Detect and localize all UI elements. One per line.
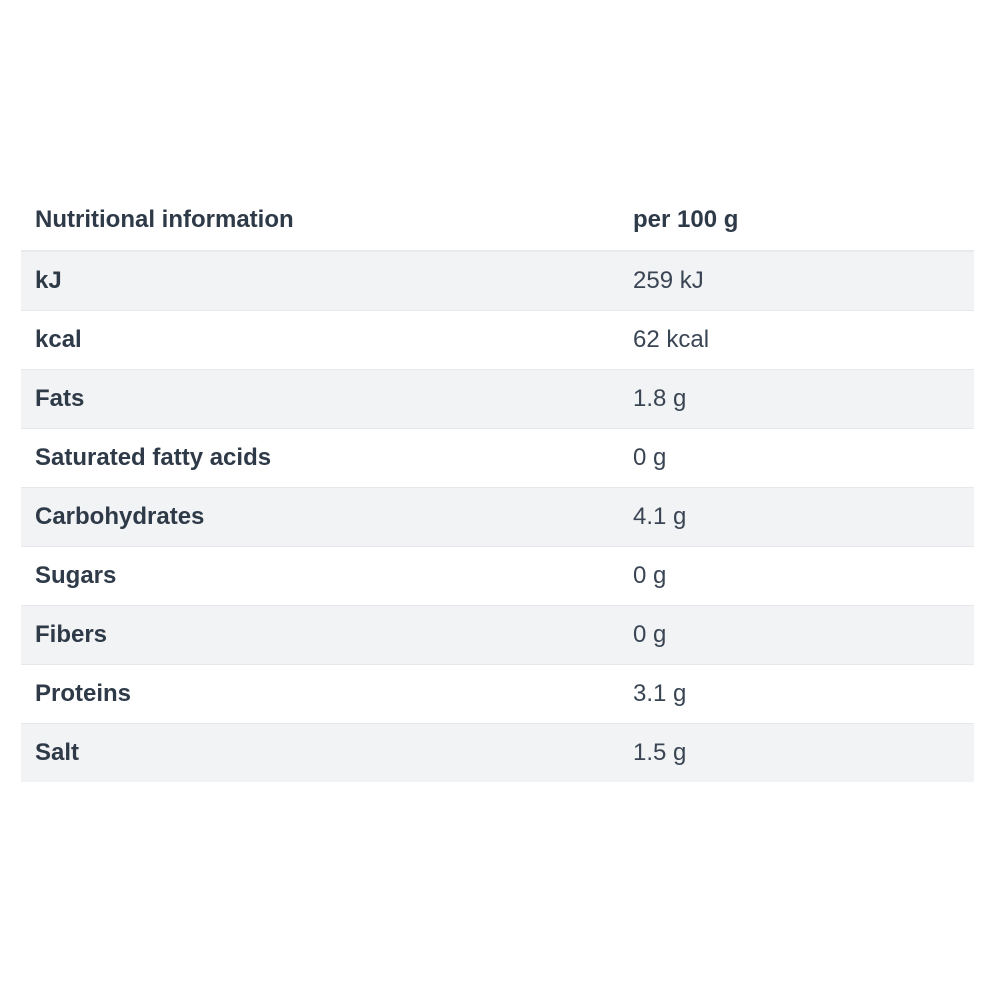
row-label: kJ	[21, 251, 619, 311]
table-row: kJ 259 kJ	[21, 251, 974, 311]
row-label: kcal	[21, 310, 619, 370]
row-value: 1.8 g	[619, 369, 974, 429]
row-label: Fats	[21, 369, 619, 429]
row-label: Fibers	[21, 605, 619, 665]
row-value: 0 g	[619, 546, 974, 606]
row-value: 0 g	[619, 605, 974, 665]
row-label: Saturated fatty acids	[21, 428, 619, 488]
table-header: Nutritional information per 100 g	[21, 190, 974, 252]
row-label: Carbohydrates	[21, 487, 619, 547]
header-row: Nutritional information per 100 g	[21, 190, 974, 252]
nutrition-table: Nutritional information per 100 g kJ 259…	[21, 190, 974, 782]
row-label: Sugars	[21, 546, 619, 606]
table-row: Fats 1.8 g	[21, 369, 974, 429]
row-value: 62 kcal	[619, 310, 974, 370]
table-row: Fibers 0 g	[21, 605, 974, 665]
table-row: Salt 1.5 g	[21, 723, 974, 782]
row-value: 3.1 g	[619, 664, 974, 724]
table-body: kJ 259 kJ kcal 62 kcal Fats 1.8 g Satura…	[21, 251, 974, 782]
table-row: Proteins 3.1 g	[21, 664, 974, 724]
header-label: Nutritional information	[21, 190, 619, 252]
row-value: 1.5 g	[619, 723, 974, 782]
table-row: Carbohydrates 4.1 g	[21, 487, 974, 547]
row-label: Proteins	[21, 664, 619, 724]
row-value: 4.1 g	[619, 487, 974, 547]
row-value: 0 g	[619, 428, 974, 488]
row-label: Salt	[21, 723, 619, 782]
row-value: 259 kJ	[619, 251, 974, 311]
table-row: kcal 62 kcal	[21, 310, 974, 370]
table-row: Sugars 0 g	[21, 546, 974, 606]
table-row: Saturated fatty acids 0 g	[21, 428, 974, 488]
header-value: per 100 g	[619, 190, 974, 252]
